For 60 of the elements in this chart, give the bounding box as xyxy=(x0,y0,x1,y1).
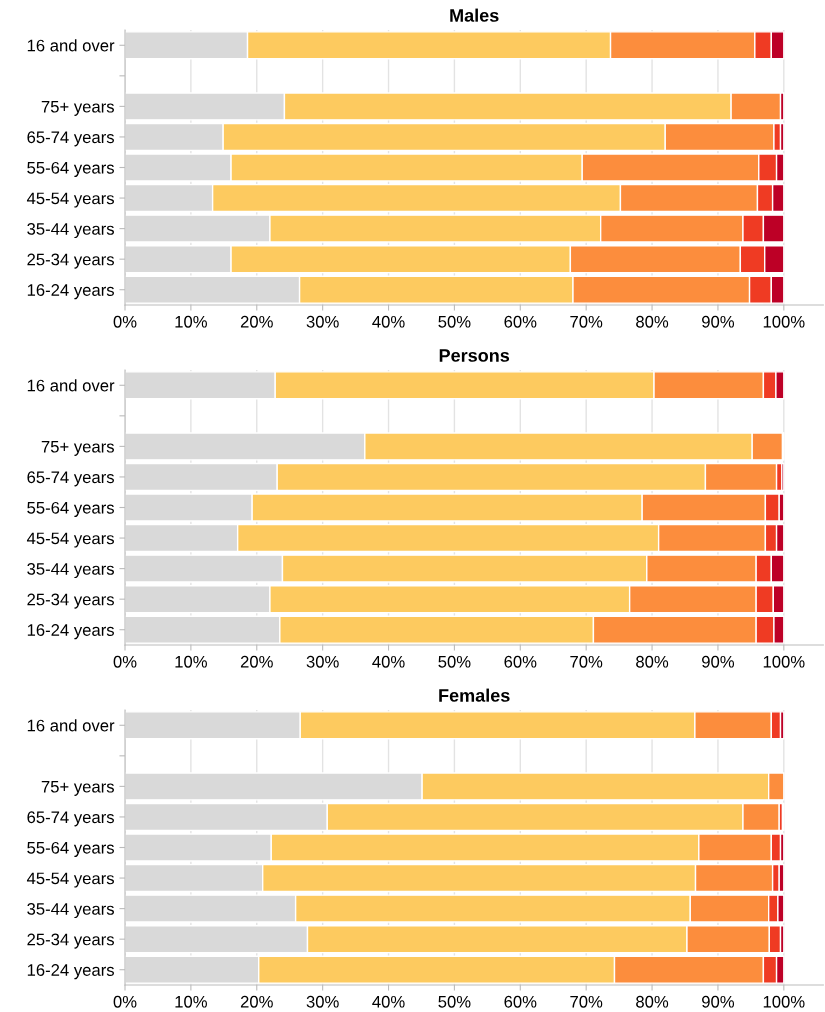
x-tick-label: 50% xyxy=(438,315,471,328)
x-tick-label: 40% xyxy=(372,995,405,1008)
y-tick-label: 16 and over xyxy=(27,719,115,732)
y-tick-label: 16-24 years xyxy=(27,624,114,640)
y-tick-label: 65-74 years xyxy=(27,131,114,147)
y-tick-label: 35-44 years xyxy=(27,903,114,919)
x-tick-label: 20% xyxy=(240,315,273,328)
x-tick-label: 70% xyxy=(570,655,603,668)
x-tick-label: 30% xyxy=(306,315,339,328)
y-tick-label: 25-34 years xyxy=(27,933,114,949)
x-tick-label: 90% xyxy=(702,315,735,328)
x-tick-label: 100% xyxy=(763,995,805,1008)
x-tick-label: 40% xyxy=(372,315,405,328)
chart-title: Males xyxy=(450,8,499,22)
chart-title: Females xyxy=(439,688,510,702)
y-tick-label: 45-54 years xyxy=(26,872,114,888)
y-tick-label: 25-34 years xyxy=(27,253,114,269)
x-tick-label: 0% xyxy=(113,315,137,328)
x-tick-label: 60% xyxy=(504,655,537,668)
y-tick-label: 25-34 years xyxy=(27,593,114,609)
y-tick-label: 45-54 years xyxy=(26,192,114,208)
x-tick-label: 100% xyxy=(763,655,805,668)
y-tick-label: 65-74 years xyxy=(27,811,114,827)
x-tick-label: 90% xyxy=(702,655,735,668)
y-tick-label: 75+ years xyxy=(41,440,114,456)
y-tick-label: 75+ years xyxy=(41,780,114,796)
x-tick-label: 0% xyxy=(113,655,137,668)
x-tick-label: 10% xyxy=(175,655,207,668)
y-tick-label: 55-64 years xyxy=(27,161,114,177)
y-tick-label: 16-24 years xyxy=(27,284,114,300)
y-tick-label: 16 and over xyxy=(27,39,115,52)
x-tick-label: 60% xyxy=(504,315,537,328)
x-tick-label: 40% xyxy=(372,655,405,668)
y-tick-label: 35-44 years xyxy=(27,223,114,239)
y-tick-label: 55-64 years xyxy=(27,501,114,517)
y-tick-label: 75+ years xyxy=(41,100,114,116)
x-tick-label: 60% xyxy=(504,995,537,1008)
x-tick-label: 10% xyxy=(175,315,207,328)
x-tick-label: 20% xyxy=(240,655,273,668)
x-tick-label: 70% xyxy=(570,315,603,328)
y-tick-label: 16 and over xyxy=(27,379,115,392)
x-tick-label: 20% xyxy=(240,995,273,1008)
x-tick-label: 100% xyxy=(763,315,805,328)
y-tick-label: 45-54 years xyxy=(26,532,114,548)
y-tick-label: 35-44 years xyxy=(27,563,114,579)
x-tick-label: 50% xyxy=(438,995,471,1008)
y-tick-label: 16-24 years xyxy=(27,964,114,980)
y-tick-label: 55-64 years xyxy=(27,841,114,857)
x-tick-label: 10% xyxy=(175,995,207,1008)
x-tick-label: 70% xyxy=(570,995,603,1008)
x-tick-label: 80% xyxy=(636,315,669,328)
x-tick-label: 80% xyxy=(636,995,669,1008)
x-tick-label: 0% xyxy=(113,995,137,1008)
x-tick-label: 80% xyxy=(636,655,669,668)
y-tick-label: 65-74 years xyxy=(27,471,114,487)
chart-title: Persons xyxy=(439,349,510,362)
x-tick-label: 30% xyxy=(306,655,339,668)
x-tick-label: 50% xyxy=(438,655,471,668)
x-tick-label: 90% xyxy=(702,995,735,1008)
x-tick-label: 30% xyxy=(306,995,339,1008)
